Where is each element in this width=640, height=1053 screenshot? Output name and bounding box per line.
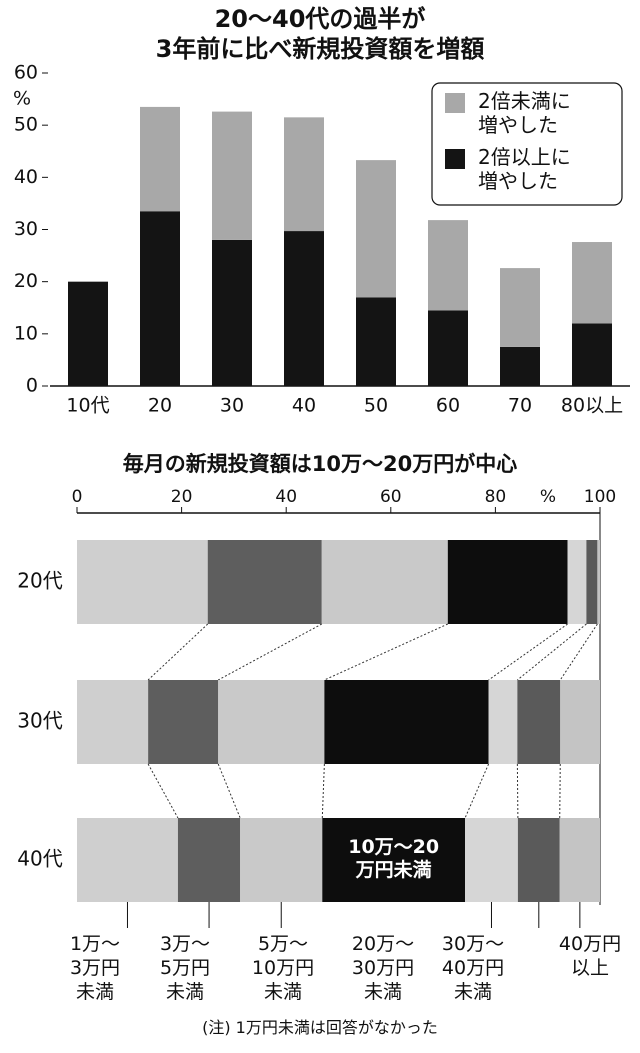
bar-segment <box>177 818 241 902</box>
legend-swatch <box>445 149 465 169</box>
chart-title: 毎月の新規投資額は10万～20万円が中心 <box>122 452 518 476</box>
legend-swatch <box>445 93 465 113</box>
y-tick-label: 40 <box>14 166 38 188</box>
x-tick-label: 60 <box>380 487 402 507</box>
x-tick-label: 60 <box>436 395 460 417</box>
annotation: 10万～20 万円未満 <box>348 836 440 881</box>
y-unit: % <box>13 88 31 110</box>
x-tick-label: 80以上 <box>561 395 623 417</box>
connector <box>324 623 449 681</box>
x-tick-label: 50 <box>364 395 388 417</box>
x-tick-label: 100 <box>584 487 616 507</box>
y-tick-label: 60 <box>14 62 38 84</box>
segment-label: 5万～ 10万円 未満 <box>251 933 315 1003</box>
connector <box>464 763 490 819</box>
y-tick-label: 0 <box>26 375 38 397</box>
bar-segment <box>148 680 219 764</box>
x-tick-label: 10代 <box>66 395 109 417</box>
segment-label: 1万～ 3万円 未満 <box>69 933 121 1003</box>
bar-segment <box>560 680 600 764</box>
x-tick-label: 0 <box>72 487 83 507</box>
row-label: 20代 <box>17 569 62 593</box>
bar-segment <box>465 818 518 902</box>
bar-segment <box>240 818 323 902</box>
bar-segment <box>77 818 178 902</box>
y-tick-label: 20 <box>14 270 38 292</box>
bar-segment <box>140 106 180 212</box>
segment-label: 30万～ 40万円 未満 <box>441 933 505 1003</box>
row-label: 30代 <box>17 709 62 733</box>
row-label: 40代 <box>17 847 62 871</box>
bar-segment <box>77 680 149 764</box>
bar-segment <box>356 297 396 386</box>
segment-label: 20万～ 30万円 未満 <box>351 933 415 1003</box>
connector <box>559 763 561 819</box>
bar-segment <box>321 540 448 624</box>
bar-segment <box>586 540 598 624</box>
x-unit: % <box>540 487 556 507</box>
bar-segment <box>356 160 396 298</box>
bar-segment <box>324 680 489 764</box>
segment-label: 40万円 以上 <box>558 933 622 979</box>
bar-segment <box>218 680 325 764</box>
y-tick-label: 30 <box>14 218 38 240</box>
bar-segment <box>488 680 518 764</box>
segment-label: 3万～ 5万円 未満 <box>159 933 211 1003</box>
connector <box>217 623 323 681</box>
bar-segment <box>597 540 600 624</box>
bar-segment <box>428 220 468 311</box>
bar-segment <box>284 231 324 386</box>
connector <box>147 623 209 681</box>
connector <box>488 623 568 681</box>
bar-segment <box>212 111 252 240</box>
bar-segment <box>572 242 612 324</box>
y-tick-label: 50 <box>14 114 38 136</box>
x-tick-label: 80 <box>485 487 507 507</box>
bar-segment <box>68 281 108 386</box>
note: (注) 1万円未満は回答がなかった <box>202 1018 438 1037</box>
connector <box>321 763 325 819</box>
x-tick-label: 20 <box>148 395 172 417</box>
connector <box>559 623 598 681</box>
connector <box>217 763 241 819</box>
bar-segment <box>500 268 540 347</box>
x-tick-label: 40 <box>275 487 297 507</box>
legend-label: 2倍以上に 増やした <box>478 145 571 193</box>
bar-segment <box>77 540 208 624</box>
bar-segment <box>212 239 252 386</box>
x-tick-label: 30 <box>220 395 244 417</box>
legend-box <box>431 82 623 206</box>
bar-segment <box>447 540 568 624</box>
connector <box>517 623 587 681</box>
bar-segment <box>322 818 466 902</box>
bar-segment <box>140 211 180 386</box>
connector <box>147 763 179 819</box>
bar-segment <box>517 680 561 764</box>
bar-segment <box>428 310 468 386</box>
bar-segment <box>284 117 324 232</box>
x-tick-label: 70 <box>508 395 532 417</box>
y-tick-label: 10 <box>14 322 38 344</box>
x-tick-label: 40 <box>292 395 316 417</box>
chart-title: 20～40代の過半が 3年前に比べ新規投資額を増額 <box>155 5 485 63</box>
connector <box>516 763 519 819</box>
bar-segment <box>559 818 600 902</box>
bar-segment <box>567 540 587 624</box>
legend-label: 2倍未満に 増やした <box>478 89 571 137</box>
bar-segment <box>500 346 540 386</box>
bar-segment <box>517 818 560 902</box>
bar-segment <box>207 540 322 624</box>
bar-segment <box>572 323 612 386</box>
x-tick-label: 20 <box>171 487 193 507</box>
